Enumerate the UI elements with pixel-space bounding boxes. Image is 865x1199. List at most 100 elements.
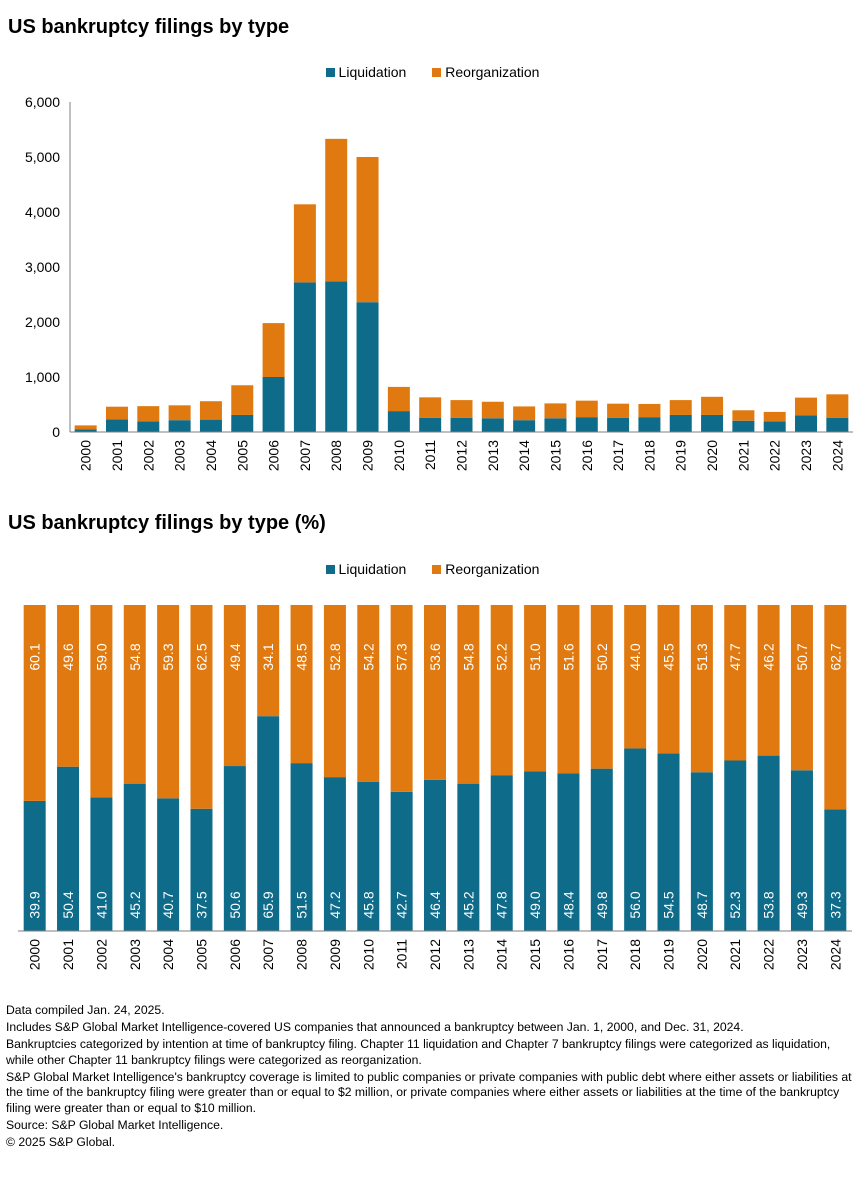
bar-liquidation <box>390 791 413 931</box>
x-tick-label: 2004 <box>203 440 219 471</box>
liquidation-swatch-icon <box>325 67 335 77</box>
bar-liquidation <box>657 753 680 931</box>
x-tick-label: 2016 <box>579 440 595 471</box>
x-tick-label: 2011 <box>394 939 410 969</box>
bar-liquidation <box>325 281 348 432</box>
bar-reorganization <box>575 400 598 418</box>
bar-reorganization <box>669 400 692 415</box>
bar-reorganization <box>290 605 313 764</box>
x-tick-label: 2018 <box>627 939 643 970</box>
data-label-liquidation: 45.2 <box>127 891 143 918</box>
x-tick-label: 2022 <box>767 440 783 471</box>
note-compiled: Data compiled Jan. 24, 2025. <box>6 1003 165 1017</box>
data-label-liquidation: 37.3 <box>827 891 843 918</box>
chart1-legend: Liquidation Reorganization <box>0 64 865 80</box>
bar-reorganization <box>105 406 128 420</box>
data-label-liquidation: 53.8 <box>761 891 777 918</box>
bar-reorganization <box>123 605 146 784</box>
chart2-title: US bankruptcy filings by type (%) <box>8 512 326 534</box>
data-label-reorganization: 60.1 <box>27 643 43 670</box>
bar-reorganization <box>607 403 630 418</box>
chart1-svg: 0 1,000 2,000 3,000 4,000 5,000 6,000 2000 2001 2… <box>25 94 853 471</box>
legend-liquidation-2: Liquidation <box>325 561 406 577</box>
data-label-liquidation: 49.0 <box>527 891 543 918</box>
x-tick-label: 2007 <box>297 440 313 471</box>
x-tick-label: 2008 <box>328 440 344 471</box>
bar-liquidation <box>590 768 613 931</box>
legend-reorganization-label-2: Reorganization <box>445 561 540 577</box>
x-tick-label: 2018 <box>641 440 657 471</box>
bar-reorganization <box>790 605 813 771</box>
bar-reorganization <box>638 403 661 418</box>
x-tick-label: 2000 <box>78 440 94 471</box>
bar-liquidation <box>557 773 580 931</box>
data-label-liquidation: 42.7 <box>394 891 410 918</box>
x-tick-label: 2010 <box>360 939 376 970</box>
y-tick-label: 5,000 <box>25 149 60 165</box>
bar-reorganization <box>419 397 442 418</box>
x-tick-label: 2015 <box>547 440 563 471</box>
bar-reorganization <box>190 605 213 809</box>
data-label-reorganization: 51.6 <box>560 643 576 670</box>
legend-reorganization-2: Reorganization <box>432 561 539 577</box>
bar-liquidation <box>105 419 128 432</box>
data-label-liquidation: 48.4 <box>560 891 576 918</box>
bar-reorganization <box>757 605 780 756</box>
bar-liquidation <box>524 771 547 931</box>
x-tick-label: 2012 <box>454 440 470 471</box>
legend-reorganization-label: Reorganization <box>445 64 540 80</box>
y-tick-label: 1,000 <box>25 369 60 385</box>
bar-liquidation <box>826 417 849 432</box>
bar-liquidation <box>293 282 316 432</box>
data-label-liquidation: 56.0 <box>627 891 643 918</box>
data-label-reorganization: 34.1 <box>260 643 276 670</box>
bar-reorganization <box>387 386 410 412</box>
bar-reorganization <box>701 396 724 415</box>
data-label-reorganization: 54.2 <box>360 643 376 670</box>
data-label-liquidation: 37.5 <box>193 891 209 918</box>
x-tick-label: 2000 <box>27 939 43 970</box>
x-tick-label: 2019 <box>673 440 689 471</box>
y-tick-label: 3,000 <box>25 259 60 275</box>
bar-reorganization <box>826 394 849 418</box>
chart2-svg: 39.9 60.1 2000 50.4 49.6 2001 41.0 59.0 2002 45.2… <box>18 605 852 970</box>
x-tick-label: 2009 <box>327 939 343 970</box>
data-label-reorganization: 51.3 <box>694 643 710 670</box>
bar-reorganization <box>293 204 316 283</box>
bar-reorganization <box>325 138 348 282</box>
data-label-liquidation: 39.9 <box>27 891 43 918</box>
bar-reorganization <box>23 605 46 801</box>
x-tick-label: 2002 <box>140 440 156 471</box>
data-label-liquidation: 45.8 <box>360 891 376 918</box>
bar-liquidation <box>357 781 380 931</box>
bar-reorganization <box>490 605 513 776</box>
x-tick-label: 2015 <box>527 939 543 970</box>
data-label-reorganization: 57.3 <box>394 643 410 670</box>
chart2-legend: Liquidation Reorganization <box>0 561 865 577</box>
x-tick-label: 2022 <box>761 939 777 970</box>
note-scope: S&P Global Market Intelligence's bankrup… <box>6 1069 852 1115</box>
data-label-liquidation: 49.3 <box>794 891 810 918</box>
bar-liquidation <box>190 808 213 931</box>
y-tick-label: 6,000 <box>25 94 60 110</box>
bar-reorganization <box>357 605 380 782</box>
data-label-reorganization: 50.7 <box>794 643 810 670</box>
note-copyright: © 2025 S&P Global. <box>6 1134 116 1149</box>
x-tick-label: 2003 <box>172 440 188 471</box>
bar-liquidation <box>824 809 847 931</box>
bar-liquidation <box>199 419 222 432</box>
bar-liquidation <box>795 415 818 432</box>
note-categorization: Bankruptcies categorized by intention at… <box>6 1037 831 1067</box>
bar-reorganization <box>590 605 613 769</box>
bar-reorganization <box>168 405 191 421</box>
x-tick-label: 2010 <box>391 440 407 471</box>
bar-liquidation <box>575 417 598 432</box>
data-label-liquidation: 41.0 <box>93 891 109 918</box>
x-tick-label: 2024 <box>827 939 843 970</box>
bar-reorganization <box>74 425 97 430</box>
bar-liquidation <box>724 760 747 931</box>
bar-reorganization <box>624 605 647 749</box>
bar-reorganization <box>90 605 113 798</box>
chart1-title: US bankruptcy filings by type <box>8 16 290 38</box>
bar-liquidation <box>157 798 180 931</box>
